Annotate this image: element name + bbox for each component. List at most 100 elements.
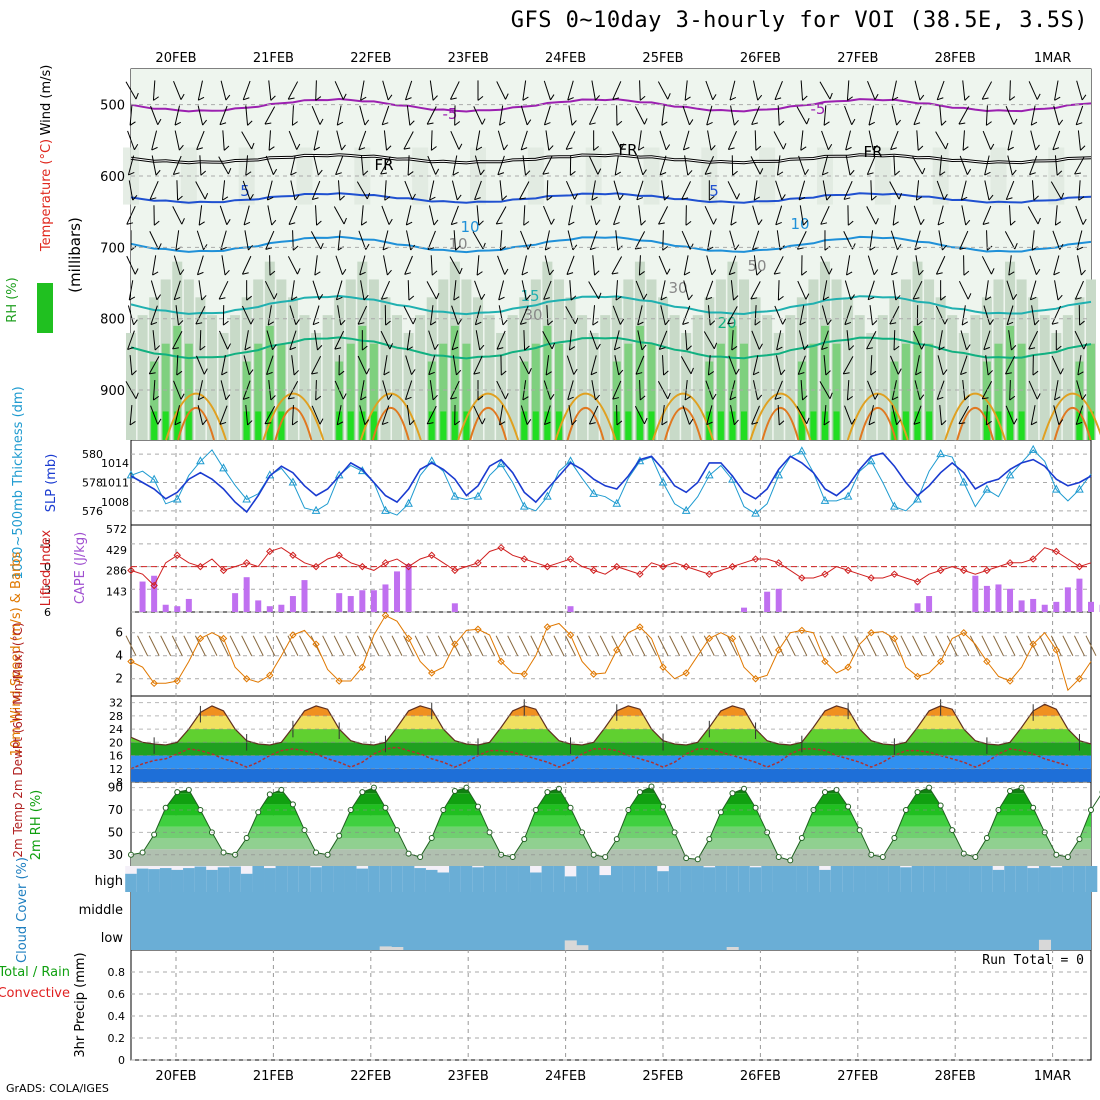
- wind-barb-staff: [611, 256, 623, 275]
- rh-point: [949, 827, 956, 834]
- wind-barb: [844, 105, 856, 125]
- wind-barb: [775, 205, 783, 226]
- wind-barb: [916, 305, 923, 326]
- wind-barb-flag: [960, 371, 967, 376]
- wind-barb: [311, 355, 322, 375]
- wind-barb-flag: [849, 169, 855, 176]
- date-label-bottom: 25FEB: [642, 1069, 683, 1084]
- wind-barb-flag: [846, 271, 853, 276]
- wind-barb-flag: [966, 168, 972, 175]
- wind-barb-staff: [638, 255, 641, 276]
- wind-barb: [288, 130, 301, 150]
- wind-barb: [150, 305, 158, 326]
- wind-barb-staff: [636, 180, 644, 200]
- wind-barb: [267, 305, 275, 326]
- wind-barb-flag: [316, 220, 322, 226]
- wind-barb-staff: [241, 131, 253, 150]
- wind-barb: [612, 305, 625, 325]
- wind-barb-staff: [404, 255, 413, 275]
- wind10-barb: [634, 635, 646, 656]
- wind-barb-staff: [775, 355, 782, 375]
- wind-barb: [1009, 380, 1016, 401]
- wind-barb-flag: [407, 171, 414, 176]
- wind-barb-flag: [1076, 122, 1083, 126]
- wind-barb-staff: [754, 130, 757, 151]
- cloud-high-bar: [772, 866, 785, 892]
- wind-barb-staff: [1054, 205, 1058, 226]
- wind-barb-flag: [1060, 368, 1064, 375]
- rh-shading-high: [821, 411, 828, 440]
- wind-barb-flag: [312, 197, 319, 201]
- wind-barb-staff: [543, 80, 551, 101]
- wind-barb-flag: [964, 95, 970, 101]
- wind-barb-staff: [221, 355, 226, 375]
- wind-barb-staff: [360, 280, 365, 301]
- wind-barb-flag: [1035, 144, 1040, 151]
- cape-bar: [151, 575, 158, 612]
- wind-barb-flag: [314, 271, 321, 276]
- wind-barb-flag: [869, 246, 876, 251]
- wind-barb-staff: [796, 106, 808, 125]
- cloud-high-bar: [888, 866, 901, 892]
- contour-30: [371, 407, 410, 441]
- wind-barb-staff: [798, 330, 805, 350]
- wind-barb-flag: [758, 343, 763, 350]
- wind10-barb: [611, 635, 623, 656]
- wind10-point: [358, 663, 367, 671]
- wind-barb-flag: [342, 268, 347, 275]
- cloud-high-bar: [900, 867, 913, 892]
- wind-barb-staff: [820, 205, 830, 225]
- wind-barb-flag: [590, 247, 597, 251]
- wind-barb-staff: [241, 255, 252, 275]
- date-label-bottom: 1MAR: [1034, 1069, 1071, 1084]
- wind-barb: [893, 155, 901, 176]
- wind-barb-staff: [218, 156, 229, 175]
- wind-barb-flag: [202, 419, 208, 426]
- wind-barb-staff: [499, 105, 504, 126]
- wind-barb: [776, 330, 783, 351]
- wind-barb: [681, 230, 694, 250]
- precip-run-total: Run Total = 0: [982, 953, 1084, 968]
- wind-barb-staff: [867, 380, 876, 400]
- wind-barb-staff: [1028, 81, 1038, 100]
- wind-barb: [382, 380, 393, 400]
- wind-barb-staff: [266, 180, 273, 201]
- wind-barb: [1078, 305, 1085, 326]
- wind10-barb: [692, 635, 704, 656]
- wind-barb: [498, 305, 508, 326]
- wind-barb-flag: [682, 322, 689, 325]
- wind-barb-flag: [502, 319, 508, 326]
- wind-barb-staff: [1030, 130, 1037, 151]
- wind-barb-flag: [500, 246, 506, 251]
- wind-barb: [708, 180, 715, 201]
- wind-barb-flag: [847, 395, 853, 401]
- wind-barb-flag: [264, 422, 272, 425]
- wind-barb-flag: [891, 271, 898, 276]
- wind-barb-staff: [430, 130, 433, 151]
- wind-barb-staff: [245, 155, 249, 176]
- wind-barb-staff: [962, 130, 965, 151]
- rh-shading-high: [902, 411, 909, 440]
- wind-barb: [264, 280, 278, 300]
- wind-barb: [241, 131, 255, 150]
- wind-barb-staff: [916, 130, 919, 151]
- wind-barb-flag: [778, 295, 784, 301]
- rh-point: [660, 803, 667, 810]
- wind10-point: [451, 640, 459, 648]
- wind10-barb: [484, 635, 496, 656]
- cape-bar: [382, 584, 389, 612]
- thickness-point: [982, 484, 992, 493]
- wind-barb-staff: [821, 305, 829, 325]
- wind10-barb: [345, 635, 357, 656]
- wind-barb: [544, 255, 554, 276]
- wind-barb-flag: [504, 268, 509, 275]
- wind-barb-staff: [427, 155, 437, 175]
- wind-barb: [637, 305, 644, 326]
- wind-barb-flag: [1012, 294, 1018, 300]
- wind-barb: [474, 155, 485, 176]
- wind-barb: [1053, 405, 1064, 425]
- wind-barb-flag: [133, 144, 139, 151]
- wind-barb: [612, 380, 622, 400]
- wind-barb-staff: [315, 80, 317, 101]
- cloud-high-bar: [379, 866, 392, 892]
